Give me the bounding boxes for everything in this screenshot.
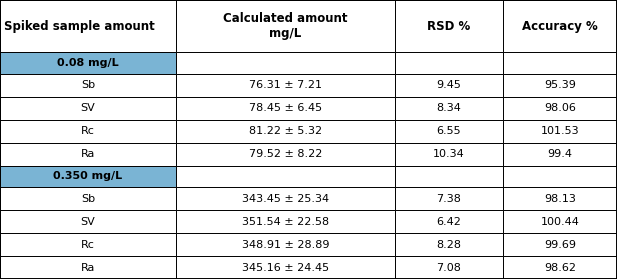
Bar — [395, 233, 503, 256]
Bar — [176, 233, 395, 256]
Text: 76.31 ± 7.21: 76.31 ± 7.21 — [249, 80, 322, 90]
Bar — [395, 166, 503, 187]
Text: 98.13: 98.13 — [544, 194, 576, 204]
Text: 7.38: 7.38 — [436, 194, 462, 204]
Text: 81.22 ± 5.32: 81.22 ± 5.32 — [249, 126, 322, 136]
Text: 78.45 ± 6.45: 78.45 ± 6.45 — [249, 103, 322, 113]
Bar — [503, 233, 617, 256]
Text: 79.52 ± 8.22: 79.52 ± 8.22 — [249, 149, 322, 159]
Bar — [0, 0, 176, 52]
Bar — [0, 233, 176, 256]
Text: 0.08 mg/L: 0.08 mg/L — [57, 58, 118, 68]
Bar — [503, 120, 617, 143]
Text: 343.45 ± 25.34: 343.45 ± 25.34 — [242, 194, 329, 204]
Bar — [176, 120, 395, 143]
Text: Accuracy %: Accuracy % — [522, 20, 598, 33]
Bar — [503, 143, 617, 166]
Bar — [0, 166, 176, 187]
Text: 101.53: 101.53 — [540, 126, 579, 136]
Bar — [0, 120, 176, 143]
Bar — [503, 74, 617, 97]
Text: 0.350 mg/L: 0.350 mg/L — [53, 172, 123, 181]
Text: 99.69: 99.69 — [544, 240, 576, 250]
Bar — [395, 120, 503, 143]
Bar — [395, 74, 503, 97]
Bar — [395, 97, 503, 120]
Bar — [176, 52, 395, 74]
Bar — [176, 143, 395, 166]
Text: Sb: Sb — [81, 80, 95, 90]
Bar — [503, 166, 617, 187]
Bar — [395, 52, 503, 74]
Bar — [176, 187, 395, 210]
Text: 10.34: 10.34 — [433, 149, 465, 159]
Bar — [0, 187, 176, 210]
Text: Calculated amount
mg/L: Calculated amount mg/L — [223, 12, 347, 40]
Bar — [176, 210, 395, 233]
Text: RSD %: RSD % — [427, 20, 471, 33]
Text: 348.91 ± 28.89: 348.91 ± 28.89 — [242, 240, 329, 250]
Bar — [0, 256, 176, 279]
Bar — [395, 143, 503, 166]
Text: Rc: Rc — [81, 126, 95, 136]
Text: SV: SV — [81, 217, 95, 227]
Text: Sb: Sb — [81, 194, 95, 204]
Text: 98.06: 98.06 — [544, 103, 576, 113]
Bar — [0, 210, 176, 233]
Text: 8.34: 8.34 — [436, 103, 462, 113]
Bar — [0, 74, 176, 97]
Bar — [176, 0, 395, 52]
Bar — [176, 166, 395, 187]
Text: Rc: Rc — [81, 240, 95, 250]
Text: 6.42: 6.42 — [436, 217, 462, 227]
Bar — [176, 74, 395, 97]
Text: 345.16 ± 24.45: 345.16 ± 24.45 — [242, 263, 329, 273]
Text: 9.45: 9.45 — [436, 80, 462, 90]
Text: 8.28: 8.28 — [436, 240, 462, 250]
Bar — [503, 256, 617, 279]
Text: 6.55: 6.55 — [437, 126, 461, 136]
Bar — [0, 143, 176, 166]
Bar — [176, 256, 395, 279]
Bar — [0, 52, 176, 74]
Bar — [503, 210, 617, 233]
Bar — [395, 210, 503, 233]
Bar — [395, 187, 503, 210]
Text: 7.08: 7.08 — [436, 263, 462, 273]
Text: 98.62: 98.62 — [544, 263, 576, 273]
Bar — [503, 52, 617, 74]
Bar — [176, 97, 395, 120]
Text: SV: SV — [81, 103, 95, 113]
Text: 100.44: 100.44 — [540, 217, 579, 227]
Text: Spiked sample amount: Spiked sample amount — [4, 20, 155, 33]
Text: 99.4: 99.4 — [547, 149, 573, 159]
Bar — [395, 256, 503, 279]
Bar — [395, 0, 503, 52]
Bar — [503, 187, 617, 210]
Text: 95.39: 95.39 — [544, 80, 576, 90]
Bar — [503, 0, 617, 52]
Bar — [0, 97, 176, 120]
Text: Ra: Ra — [81, 263, 95, 273]
Bar — [503, 97, 617, 120]
Text: 351.54 ± 22.58: 351.54 ± 22.58 — [242, 217, 329, 227]
Text: Ra: Ra — [81, 149, 95, 159]
